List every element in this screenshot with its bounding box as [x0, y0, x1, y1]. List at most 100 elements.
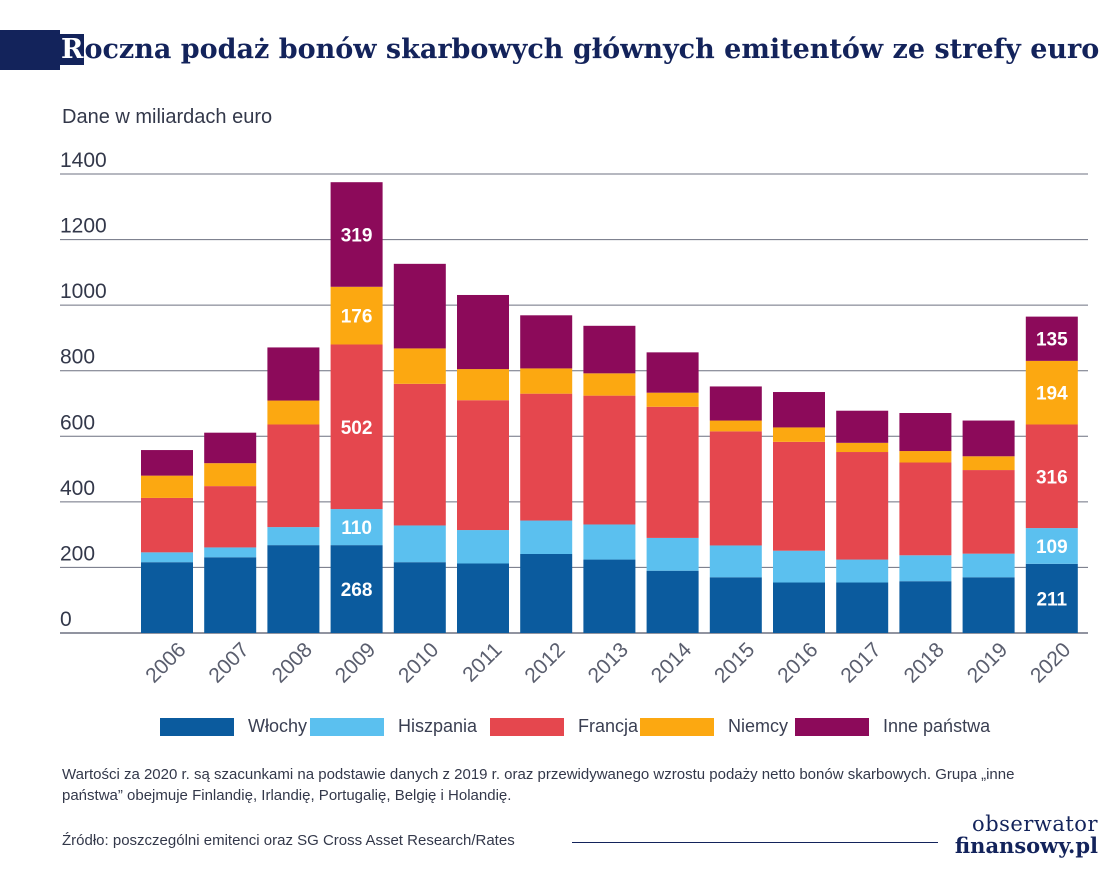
bar-segment	[267, 545, 320, 633]
y-tick-label: 1400	[60, 149, 107, 172]
bar-segment	[773, 392, 825, 428]
bar-segment	[330, 286, 383, 345]
chart-subtitle: Dane w miliardach euro	[62, 106, 273, 128]
bar-segment	[457, 530, 509, 564]
bar-segment	[520, 368, 573, 394]
bar-segment	[267, 400, 320, 425]
bar-segment	[773, 427, 825, 442]
bar-segment	[646, 392, 699, 407]
chart-title: Roczna podaż bonów skarbowych głównych e…	[60, 30, 1099, 70]
x-tick-label: 2009	[331, 638, 380, 687]
bar-segment	[141, 475, 193, 498]
bar-segment	[204, 557, 257, 633]
bar-segment	[773, 441, 825, 551]
data-label: 316	[1036, 467, 1068, 488]
bar-segment	[773, 550, 825, 583]
bar-segment	[709, 420, 762, 432]
bar-segment	[204, 432, 257, 464]
bar-segment	[204, 486, 257, 548]
bar-segment	[899, 451, 952, 463]
legend-item: Inne państwa	[795, 716, 990, 737]
bar-segment	[1025, 528, 1078, 564]
x-tick-label: 2008	[268, 638, 317, 687]
bar-segment	[1025, 563, 1078, 633]
x-tick-label: 2018	[900, 638, 949, 687]
bar-segment	[836, 452, 889, 560]
bar-segment	[141, 450, 193, 476]
bar-segment	[204, 463, 257, 487]
bar-segment	[330, 182, 383, 287]
bar-segment	[330, 545, 383, 633]
bar-segment	[393, 562, 446, 633]
bar-segment	[393, 525, 446, 563]
legend-swatch	[795, 717, 869, 736]
legend-swatch	[640, 717, 714, 736]
bar-segment	[457, 294, 509, 370]
bar-segment	[899, 581, 952, 633]
y-tick-label: 1000	[60, 280, 107, 303]
logo-line-1: obserwator	[972, 812, 1098, 836]
data-label: 319	[341, 225, 373, 246]
legend-label: Włochy	[248, 716, 308, 736]
bar-segment	[836, 559, 889, 583]
data-label: 194	[1036, 384, 1068, 405]
bar-segment	[709, 577, 762, 633]
x-tick-label: 2011	[458, 638, 506, 686]
x-tick-label: 2012	[520, 638, 569, 687]
bar-segment	[330, 509, 383, 546]
legend-item: Włochy	[160, 716, 307, 737]
legend-item: Francja	[490, 716, 638, 737]
logo-line-2: finansowy.pl	[954, 833, 1098, 858]
legend-swatch	[310, 717, 384, 736]
bar-segment	[141, 562, 193, 633]
bar-segment	[836, 442, 889, 453]
bar-segment	[520, 520, 573, 554]
y-tick-label: 200	[60, 542, 95, 565]
x-tick-label: 2014	[647, 638, 697, 688]
data-label: 109	[1036, 537, 1068, 558]
bar-segment	[457, 563, 509, 633]
y-tick-label: 1200	[60, 215, 107, 238]
bar-segment	[393, 263, 446, 349]
bar-segment	[267, 527, 320, 546]
y-tick-label: 800	[60, 346, 95, 369]
x-tick-label: 2017	[836, 638, 885, 687]
bar-segment	[141, 497, 193, 553]
bar-segment	[457, 369, 509, 401]
x-tick-label: 2010	[394, 638, 443, 687]
bar-segment	[393, 383, 446, 526]
bar-segment	[962, 420, 1015, 457]
title-text: oczna podaż bonów skarbowych głównych em…	[84, 34, 1100, 65]
x-tick-label: 2006	[141, 638, 190, 687]
bar-segment	[1025, 424, 1078, 529]
bar-segment	[1025, 316, 1078, 361]
y-tick-label: 0	[60, 608, 72, 631]
bar-segment	[836, 410, 889, 443]
bar-segment	[204, 547, 257, 558]
publisher-logo[interactable]: obserwator finansowy.pl	[948, 814, 1098, 857]
data-label: 176	[341, 307, 373, 328]
title-initial: R	[60, 34, 85, 65]
legend-label: Francja	[578, 716, 639, 736]
x-tick-label: 2007	[204, 638, 253, 687]
data-label: 502	[341, 418, 373, 439]
x-tick-label: 2019	[963, 638, 1012, 687]
bar-segment	[583, 395, 636, 525]
bar-segment	[583, 325, 636, 374]
bar-segment	[962, 456, 1015, 471]
bar-segment	[646, 406, 699, 538]
legend-label: Inne państwa	[883, 716, 991, 736]
x-tick-label: 2013	[584, 638, 633, 687]
x-tick-label: 2016	[773, 638, 822, 687]
bar-segment	[646, 570, 699, 633]
bar-segment	[899, 413, 952, 452]
source-text: Źródło: poszczególni emitenci oraz SG Cr…	[62, 832, 515, 849]
source-divider	[572, 842, 938, 843]
bar-segment	[1025, 360, 1078, 425]
legend-swatch	[160, 717, 234, 736]
bar-segment	[899, 462, 952, 556]
chart-note: Wartości za 2020 r. są szacunkami na pod…	[62, 766, 1015, 804]
bar-segment	[709, 545, 762, 578]
bar-segment	[393, 348, 446, 384]
legend-item: Hiszpania	[310, 716, 477, 737]
